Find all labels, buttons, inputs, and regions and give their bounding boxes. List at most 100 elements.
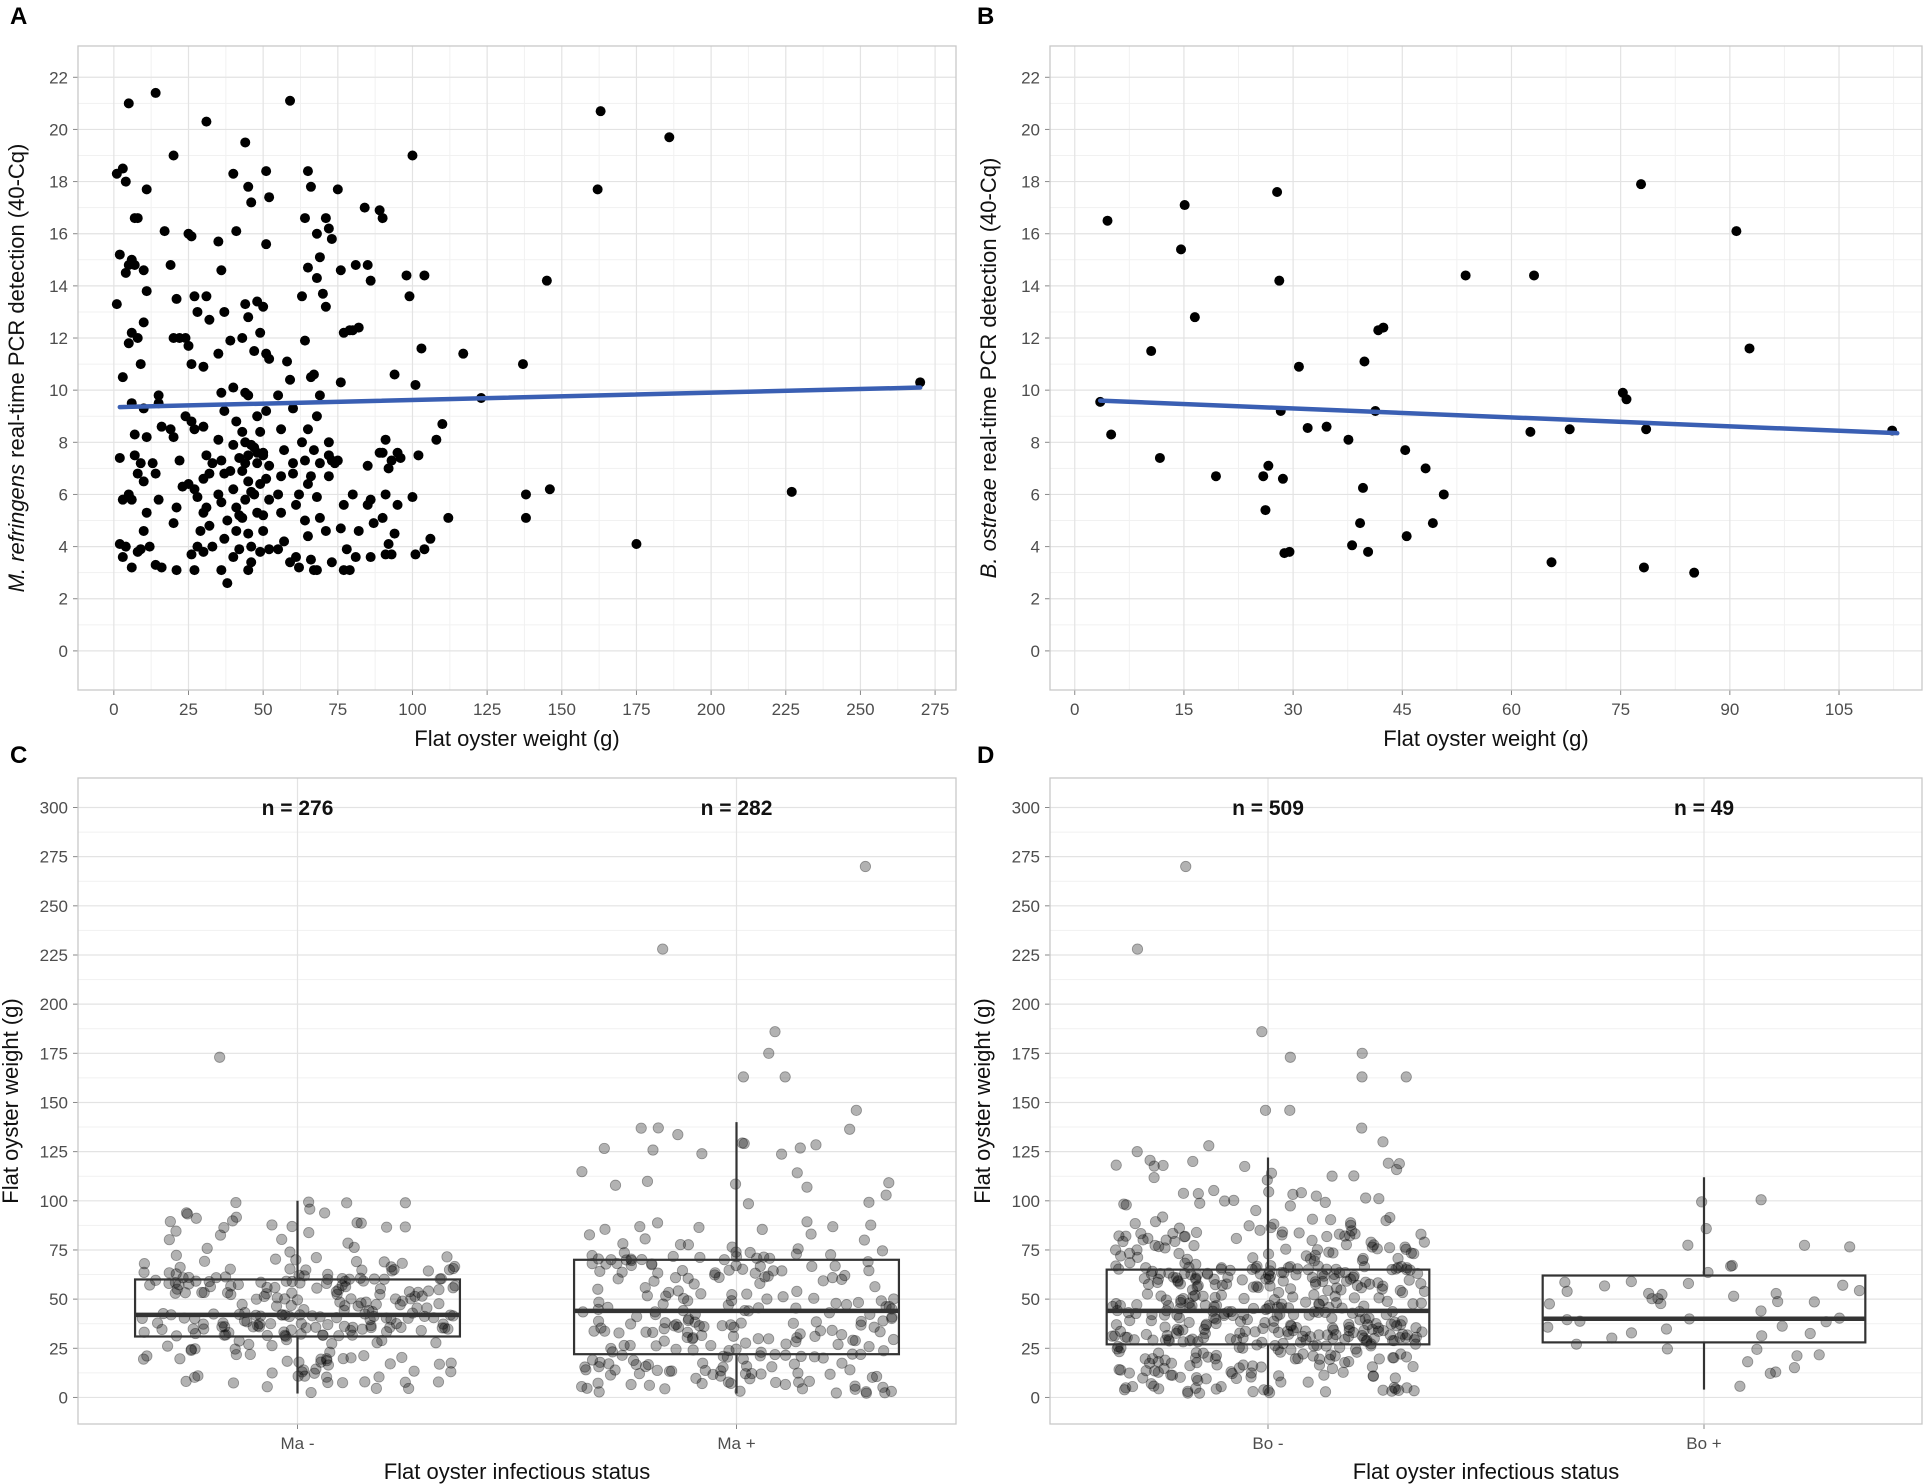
data-point bbox=[273, 544, 284, 555]
jitter-point bbox=[879, 1387, 891, 1399]
jitter-point bbox=[330, 1286, 342, 1298]
jitter-point bbox=[1380, 1214, 1392, 1227]
data-point bbox=[443, 512, 454, 523]
y-axis-title-rest: real-time PCR detection (40-Cq) bbox=[4, 144, 29, 464]
data-point bbox=[150, 468, 161, 479]
data-point bbox=[198, 546, 209, 557]
jitter-point bbox=[230, 1196, 242, 1209]
jitter-point bbox=[291, 1294, 304, 1306]
jitter-point bbox=[1415, 1278, 1427, 1290]
jitter-point bbox=[609, 1364, 621, 1376]
jitter-point bbox=[1310, 1190, 1322, 1202]
jitter-point bbox=[690, 1372, 702, 1384]
y-tick-label: 300 bbox=[40, 798, 68, 817]
jitter-point bbox=[707, 1368, 719, 1381]
jitter-point bbox=[836, 1357, 848, 1369]
box-iqr bbox=[1105, 1268, 1431, 1346]
jitter-point bbox=[1356, 1254, 1369, 1267]
jitter-point bbox=[1299, 1325, 1311, 1337]
jitter-point bbox=[1397, 1328, 1409, 1340]
y-tick-label: 22 bbox=[49, 68, 68, 87]
jitter-point bbox=[1274, 1346, 1287, 1358]
jitter-point bbox=[874, 1326, 886, 1338]
jitter-point bbox=[1399, 1241, 1411, 1253]
jitter-point bbox=[1682, 1239, 1694, 1251]
jitter-point bbox=[433, 1358, 445, 1370]
jitter-point bbox=[441, 1251, 453, 1263]
jitter-point bbox=[1756, 1330, 1768, 1342]
jitter-point bbox=[416, 1290, 428, 1302]
jitter-point bbox=[592, 1283, 604, 1295]
jitter-point bbox=[226, 1215, 239, 1227]
data-point bbox=[915, 377, 926, 388]
jitter-point bbox=[338, 1320, 351, 1332]
data-point bbox=[317, 288, 328, 299]
jitter-point bbox=[1302, 1376, 1314, 1388]
data-point bbox=[168, 432, 179, 443]
jitter-point bbox=[310, 1363, 322, 1375]
data-point bbox=[216, 387, 227, 398]
data-point bbox=[216, 565, 227, 576]
jitter-point bbox=[739, 1368, 752, 1380]
jitter-point bbox=[1249, 1326, 1261, 1338]
data-point bbox=[231, 502, 242, 513]
data-point bbox=[1355, 518, 1366, 529]
jitter-point bbox=[236, 1298, 248, 1311]
jitter-point bbox=[1725, 1260, 1737, 1272]
jitter-point bbox=[1193, 1387, 1206, 1399]
data-point bbox=[1258, 471, 1269, 482]
jitter-point bbox=[1340, 1239, 1353, 1251]
jitter-point bbox=[1200, 1319, 1212, 1332]
jitter-point bbox=[1220, 1278, 1233, 1290]
data-point bbox=[186, 231, 197, 242]
jitter-point bbox=[223, 1326, 235, 1339]
data-point bbox=[261, 406, 272, 417]
jitter-point bbox=[880, 1189, 892, 1201]
data-point bbox=[219, 406, 230, 417]
jitter-point bbox=[749, 1267, 761, 1279]
outlier-point bbox=[1377, 1136, 1389, 1148]
jitter-point bbox=[1764, 1367, 1776, 1379]
jitter-point bbox=[247, 1321, 259, 1333]
jitter-point bbox=[1239, 1160, 1251, 1173]
jitter-point bbox=[1198, 1323, 1210, 1335]
jitter-point bbox=[836, 1329, 848, 1341]
data-point bbox=[299, 455, 310, 466]
y-tick-label: 125 bbox=[1012, 1143, 1040, 1162]
jitter-point bbox=[1268, 1315, 1280, 1327]
data-point bbox=[377, 213, 388, 224]
jitter-point bbox=[1167, 1227, 1179, 1240]
y-tick-label: 275 bbox=[40, 848, 68, 867]
jitter-point bbox=[1306, 1213, 1319, 1225]
jitter-point bbox=[1324, 1353, 1336, 1366]
y-axis-title: Flat oyster weight (g) bbox=[970, 998, 995, 1203]
jitter-point bbox=[676, 1265, 689, 1277]
y-tick-label: 0 bbox=[59, 1388, 68, 1407]
jitter-point bbox=[1376, 1283, 1388, 1295]
jitter-point bbox=[581, 1382, 593, 1394]
jitter-point bbox=[746, 1367, 758, 1380]
jitter-point bbox=[1183, 1316, 1195, 1329]
jitter-point bbox=[832, 1338, 844, 1351]
jitter-point bbox=[604, 1369, 617, 1381]
jitter-point bbox=[243, 1338, 255, 1351]
jitter-point bbox=[204, 1281, 217, 1293]
jitter-point bbox=[1171, 1272, 1183, 1284]
jitter-point bbox=[1359, 1313, 1371, 1325]
jitter-point bbox=[447, 1282, 459, 1294]
jitter-point bbox=[180, 1207, 193, 1219]
jitter-point bbox=[696, 1377, 708, 1390]
data-point bbox=[323, 437, 334, 448]
data-point bbox=[249, 489, 260, 500]
data-point bbox=[353, 322, 364, 333]
data-point bbox=[222, 578, 233, 589]
jitter-point bbox=[592, 1377, 604, 1389]
jitter-point bbox=[709, 1269, 721, 1281]
jitter-point bbox=[1309, 1276, 1322, 1288]
jitter-point bbox=[696, 1148, 708, 1160]
jitter-point bbox=[714, 1370, 727, 1382]
data-point bbox=[359, 202, 370, 213]
jitter-point bbox=[809, 1330, 821, 1342]
jitter-point bbox=[370, 1298, 382, 1311]
jitter-point bbox=[1770, 1287, 1782, 1300]
